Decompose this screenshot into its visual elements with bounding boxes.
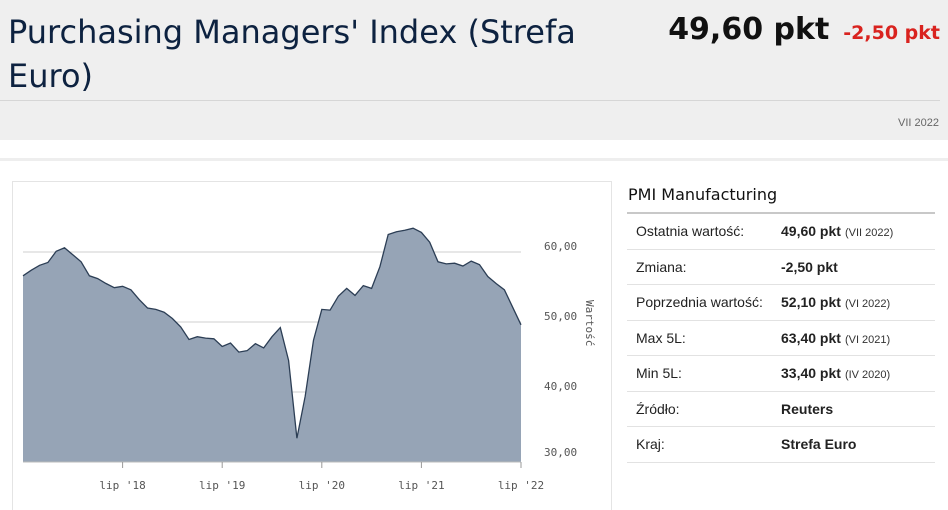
value-display: 49,60 pkt -2,50 pkt [668,12,940,47]
series-line [22,227,522,439]
info-title: PMI Manufacturing [627,181,935,214]
info-value: Strefa Euro [781,436,856,452]
info-value-date: (IV 2020) [844,369,891,382]
info-label: Zmiana: [636,258,687,275]
info-row-source: Źródło: Reuters [627,392,935,427]
header-divider [0,100,940,101]
info-value-date: (VI 2021) [844,333,891,346]
info-row-country: Kraj: Strefa Euro [627,427,935,463]
info-value-date: (VII 2022) [844,227,894,240]
current-value: 49,60 pkt [668,12,830,47]
area-fill [23,228,521,462]
pmi-chart: lip '18 lip '19 lip '20 lip '21 lip '22 60,00… [22,227,596,492]
chart-container: lip '18 lip '19 lip '20 lip '21 lip '22 60,00… [12,181,612,510]
info-label: Min 5L: [636,365,682,382]
info-value-text: 49,60 pkt [781,223,841,240]
info-value-date: (VI 2022) [844,298,891,311]
change-value: -2,50 pkt [843,22,940,44]
info-label: Ostatnia wartość: [636,223,745,240]
x-tick-label: lip '22 [498,479,544,492]
page-title: Purchasing Managers' Index (Strefa Euro) [8,13,576,95]
x-tick-label: lip '19 [199,479,245,492]
x-tick-label: lip '21 [398,479,444,492]
info-row-change: Zmiana: -2,50 pkt [627,250,935,285]
info-value-text: 33,40 pkt [781,365,841,382]
info-label: Kraj: [636,436,665,453]
info-table: Ostatnia wartość: 49,60 pkt (VII 2022) Zm… [627,214,935,463]
info-row-previous: Poprzednia wartość: 52,10 pkt (VI 2022) [627,285,935,321]
info-label: Poprzednia wartość: [636,294,763,311]
info-value: 33,40 pkt (IV 2020) [781,365,890,381]
y-axis-label: Wartość [583,300,596,346]
y-tick-label: 40,00 [544,380,577,393]
y-tick-label: 50,00 [544,310,577,323]
info-label: Max 5L: [636,329,686,346]
info-value-text: Reuters [781,400,834,417]
info-row-last: Ostatnia wartość: 49,60 pkt (VII 2022) [627,214,935,250]
y-tick-label: 30,00 [544,446,577,459]
info-value-text: -2,50 pkt [781,258,838,275]
section-separator [0,158,948,161]
y-tick-label: 60,00 [544,240,577,253]
info-value-text: Strefa Euro [781,436,857,453]
info-label: Źródło: [636,400,680,417]
info-value: Reuters [781,401,833,417]
header: Purchasing Managers' Index (Strefa Euro)… [0,0,948,140]
period-label: VII 2022 [898,117,939,129]
x-tick-label: lip '20 [299,479,345,492]
info-value: 49,60 pkt (VII 2022) [781,223,893,239]
x-tick-label: lip '18 [99,479,145,492]
info-row-max: Max 5L: 63,40 pkt (VI 2021) [627,321,935,356]
info-value: -2,50 pkt [781,259,838,275]
info-value-text: 52,10 pkt [781,294,841,311]
info-value-text: 63,40 pkt [781,329,841,346]
info-panel: PMI Manufacturing Ostatnia wartość: 49,6… [627,181,935,463]
info-row-min: Min 5L: 33,40 pkt (IV 2020) [627,356,935,392]
info-value: 52,10 pkt (VI 2022) [781,294,890,310]
info-value: 63,40 pkt (VI 2021) [781,330,890,346]
